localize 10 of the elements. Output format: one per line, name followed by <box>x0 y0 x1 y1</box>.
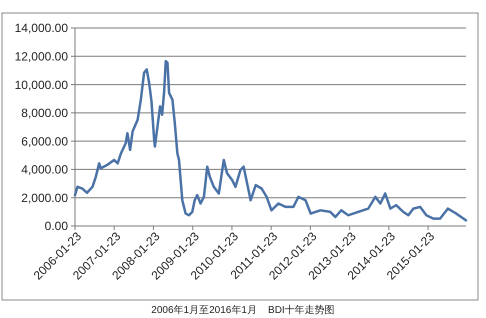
y-tick-label: 14,000.00 <box>14 21 68 36</box>
y-tick-label: 6,000.00 <box>21 134 68 148</box>
y-tick-label: 2,000.00 <box>21 190 68 205</box>
y-tick-label: 8,000.00 <box>21 106 68 120</box>
y-tick-label: 4,000.00 <box>21 162 68 177</box>
text: 2006年1月至2016年1月 BDI十年走势图 <box>151 304 335 316</box>
y-tick-label: 12,000.00 <box>14 49 68 64</box>
line-series <box>74 60 468 222</box>
y-tick-label: 10,000.00 <box>14 78 68 92</box>
y-tick-label: 0.00 <box>44 219 68 234</box>
